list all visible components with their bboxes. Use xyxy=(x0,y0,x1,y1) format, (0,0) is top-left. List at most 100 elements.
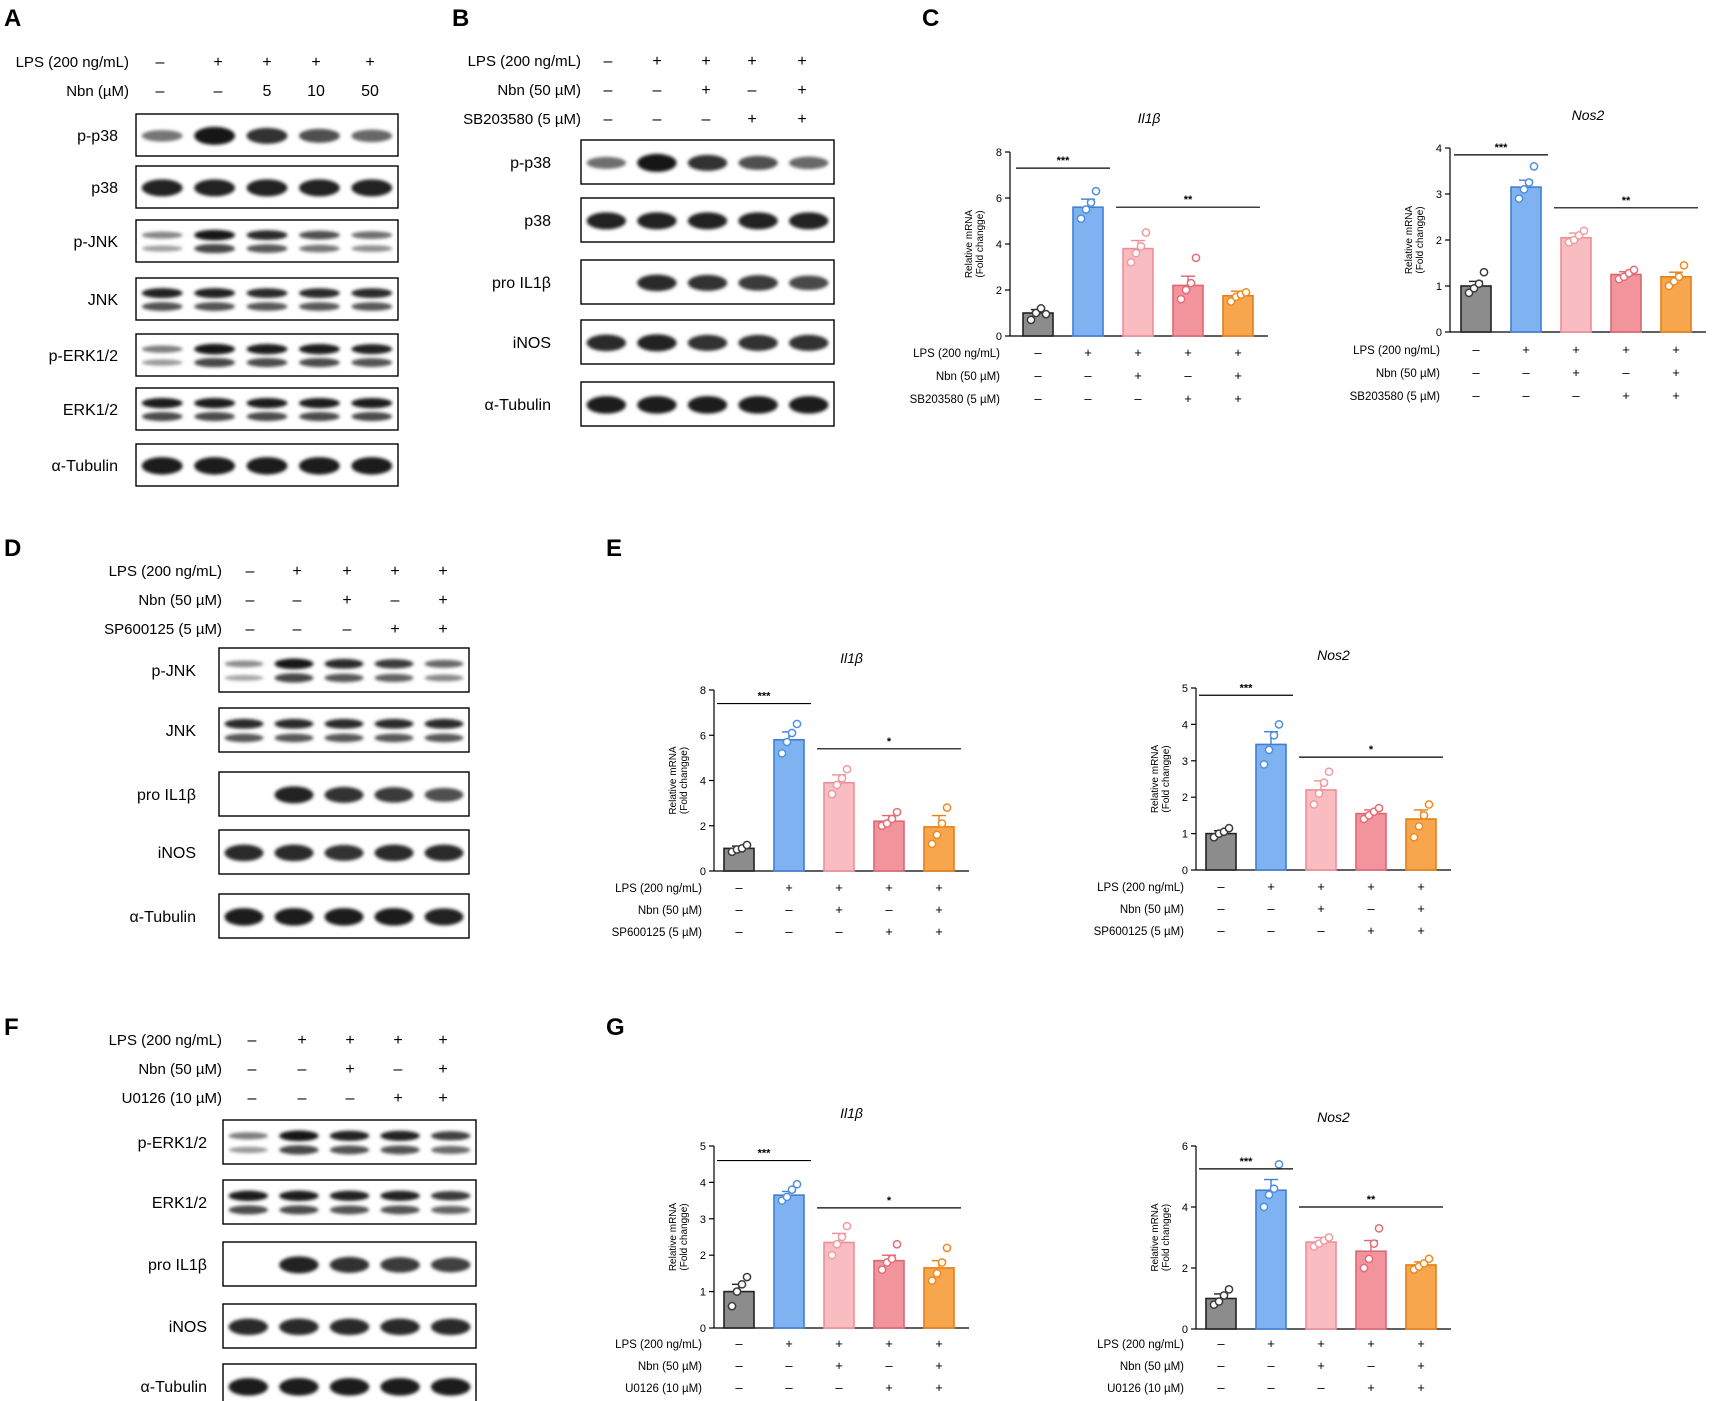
condition-label: SP600125 (5 µM) xyxy=(104,621,222,638)
blot-band xyxy=(430,1257,471,1273)
data-point xyxy=(877,1265,887,1275)
bar xyxy=(1355,1250,1387,1330)
blot-band xyxy=(224,908,264,926)
y-axis-label: Relative mRNA(Fold changge) xyxy=(1404,206,1426,275)
data-point xyxy=(1186,278,1196,288)
data-point xyxy=(937,1258,947,1267)
blot-band xyxy=(380,1145,420,1155)
condition-value: + xyxy=(1572,365,1580,380)
y-axis-label-line: (Fold changge) xyxy=(679,747,690,814)
significance-label: *** xyxy=(1240,682,1254,694)
blot-band xyxy=(194,302,236,311)
data-point xyxy=(1181,285,1191,295)
blot-band xyxy=(194,457,236,475)
condition-value: – xyxy=(1184,368,1192,383)
y-tick-label: 6 xyxy=(700,730,706,742)
data-point xyxy=(1224,823,1234,833)
blot-row-label: iNOS xyxy=(513,335,551,352)
condition-value: + xyxy=(213,54,222,71)
y-tick-label: 0 xyxy=(996,331,1002,343)
condition-value: + xyxy=(1234,368,1242,383)
condition-value: – xyxy=(1217,901,1225,916)
data-point xyxy=(1091,186,1101,196)
chart-title: Nos2 xyxy=(1317,647,1350,663)
condition-value: + xyxy=(1672,342,1680,357)
blot-band xyxy=(194,243,236,254)
condition-value: + xyxy=(835,902,843,917)
data-point xyxy=(1026,315,1036,325)
blot-row-label: pro IL1β xyxy=(137,787,196,804)
blot-band xyxy=(687,212,728,230)
blot-band xyxy=(279,1190,319,1201)
y-tick-label: 2 xyxy=(1436,235,1442,247)
blot-row-label: α-Tubulin xyxy=(485,397,551,414)
blot-band xyxy=(194,179,236,197)
blot-band xyxy=(228,1146,269,1154)
condition-value: + xyxy=(935,1358,943,1373)
condition-label: LPS (200 ng/mL) xyxy=(1353,345,1440,357)
blot-band xyxy=(298,343,340,355)
condition-value: + xyxy=(438,592,447,609)
y-tick-label: 0 xyxy=(1182,1324,1188,1336)
data-point xyxy=(787,728,797,738)
blot-band xyxy=(274,844,314,862)
blot-band xyxy=(351,179,393,197)
condition-value: + xyxy=(1417,1336,1425,1351)
blot-band xyxy=(324,786,364,803)
data-point xyxy=(1424,1254,1434,1264)
blot-band xyxy=(586,212,627,230)
y-tick-label: 4 xyxy=(1182,1202,1188,1214)
condition-value: + xyxy=(935,880,943,895)
condition-value: + xyxy=(1267,1336,1275,1351)
condition-value: + xyxy=(1622,388,1630,403)
y-tick-label: 3 xyxy=(1436,189,1442,201)
blot-band xyxy=(246,343,288,355)
blot-band xyxy=(329,1145,370,1155)
condition-value: – xyxy=(604,53,613,70)
y-tick-label: 0 xyxy=(1436,327,1442,339)
condition-value: + xyxy=(785,880,793,895)
condition-value: + xyxy=(1417,879,1425,894)
blot-band xyxy=(637,334,677,352)
condition-value: + xyxy=(1184,345,1192,360)
data-point xyxy=(782,737,792,747)
blot-band xyxy=(374,908,414,926)
condition-value: + xyxy=(1417,1358,1425,1373)
data-point xyxy=(1324,1233,1334,1242)
panel-letter: C xyxy=(922,5,939,32)
y-tick-label: 5 xyxy=(1182,683,1188,695)
blot-band xyxy=(738,396,778,414)
condition-value: + xyxy=(438,1032,447,1049)
blot-band xyxy=(380,1257,420,1273)
blot-band xyxy=(141,179,183,197)
blot-band xyxy=(279,1378,319,1396)
data-point xyxy=(1309,800,1319,809)
data-point xyxy=(782,1192,792,1202)
significance-label: *** xyxy=(758,691,772,703)
condition-value: – xyxy=(1217,1380,1225,1395)
condition-value: + xyxy=(393,1032,402,1049)
data-point xyxy=(1274,720,1284,729)
bar xyxy=(773,1194,805,1329)
blot-membrane xyxy=(135,333,399,377)
data-point xyxy=(837,773,847,783)
condition-value: – xyxy=(1267,901,1275,916)
condition-value: + xyxy=(1417,923,1425,938)
condition-value: – xyxy=(1522,365,1530,380)
condition-value: + xyxy=(1367,1336,1375,1351)
blot-row-label: p38 xyxy=(524,213,551,230)
blot-band xyxy=(586,334,627,352)
blot-band xyxy=(224,718,264,729)
condition-value: + xyxy=(797,82,806,99)
blot-band xyxy=(687,396,728,414)
data-point xyxy=(827,1250,837,1260)
data-point xyxy=(1409,832,1419,842)
blot-band xyxy=(351,129,393,143)
condition-value: + xyxy=(311,54,320,71)
blot-membrane xyxy=(218,707,470,753)
y-axis-label-line: (Fold changge) xyxy=(1161,745,1172,812)
blot-band xyxy=(279,1205,319,1215)
data-point xyxy=(1036,304,1046,313)
data-point xyxy=(1126,258,1136,267)
blot-membrane xyxy=(135,277,399,321)
